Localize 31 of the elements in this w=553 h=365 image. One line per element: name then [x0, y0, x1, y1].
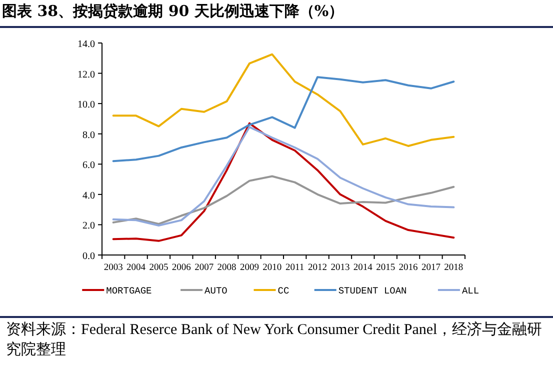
legend-label: AUTO: [204, 286, 228, 296]
x-tick-label: 2017: [421, 263, 441, 273]
x-tick-label: 2005: [149, 263, 168, 273]
y-tick-label: 14.0: [78, 39, 95, 50]
x-tick-label: 2014: [353, 263, 373, 273]
chart-title: 图表 38、按揭贷款逾期 90 天比例迅速下降（%）: [2, 2, 344, 21]
y-tick-label: 8.0: [82, 130, 95, 141]
legend-label: STUDENT LOAN: [338, 286, 407, 296]
x-tick-label: 2018: [444, 263, 464, 273]
x-tick-label: 2003: [104, 263, 124, 273]
x-tick-label: 2007: [194, 263, 214, 273]
text: 资料来源：Federal Reserce Bank of New York Consumer Credit Panel，经济与金融研究院整理: [6, 320, 544, 360]
x-tick-label: 2011: [286, 263, 304, 273]
x-tick-label: 2009: [240, 263, 260, 273]
x-tick-label: 2008: [217, 263, 237, 273]
x-tick-label: 2015: [376, 263, 396, 273]
x-tick-label: 2012: [308, 263, 328, 273]
y-tick-label: 4.0: [82, 190, 95, 202]
y-tick-label: 12.0: [78, 69, 95, 80]
x-tick-label: 2010: [262, 263, 282, 273]
x-tick-label: 2013: [330, 263, 350, 273]
legend-label: CC: [278, 286, 290, 296]
legend-label: ALL: [462, 286, 480, 296]
y-tick-label: 10.0: [78, 100, 95, 111]
y-tick-label: 6.0: [82, 160, 95, 172]
legend-label: MORTGAGE: [106, 286, 152, 296]
y-tick-label: 2.0: [82, 220, 95, 232]
x-tick-label: 2006: [172, 263, 192, 273]
y-tick-label: 0.0: [82, 251, 95, 262]
x-tick-label: 2016: [398, 263, 418, 273]
x-tick-label: 2004: [126, 263, 146, 273]
